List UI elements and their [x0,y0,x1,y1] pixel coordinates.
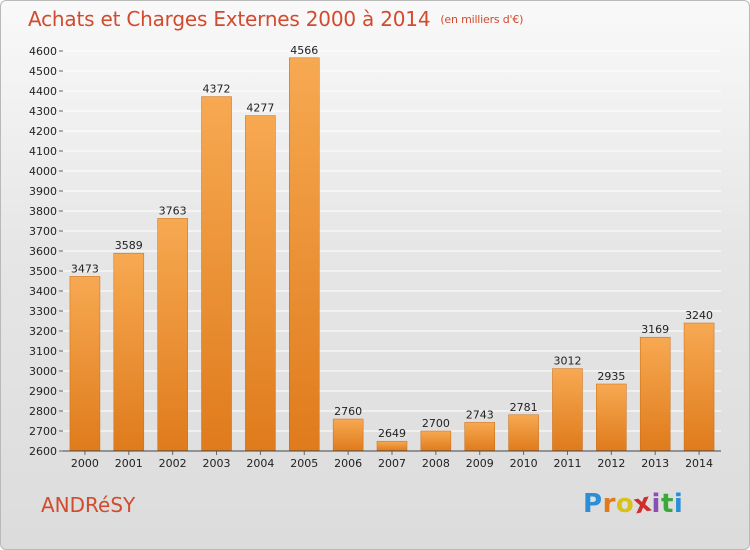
y-tick-label: 4000 [29,165,57,178]
y-tick-label: 3900 [29,185,57,198]
bar-2004 [245,115,276,452]
bar-2009 [464,422,495,452]
y-tick-label: 3700 [29,225,57,238]
x-tick-label-2012: 2012 [597,457,625,470]
value-label-2007: 2649 [378,427,406,440]
value-label-2003: 4372 [203,83,231,96]
x-tick-label-2000: 2000 [71,457,99,470]
x-tick-label-2002: 2002 [159,457,187,470]
logo-letter: i [651,489,661,519]
y-tick-label: 3600 [29,245,57,258]
y-tick-label: 4400 [29,85,57,98]
value-label-2010: 2781 [510,401,538,414]
x-tick-label-2010: 2010 [510,457,538,470]
logo-letter: i [673,489,684,519]
value-label-2012: 2935 [597,370,625,383]
y-tick-label: 3000 [29,365,57,378]
y-tick-label: 3100 [29,345,57,358]
x-tick-label-2005: 2005 [290,457,318,470]
y-tick-label: 4200 [29,125,57,138]
value-label-2004: 4277 [246,102,274,115]
logo-letter: P [583,489,603,519]
y-tick-label: 4300 [29,105,57,118]
y-tick-label: 3300 [29,305,57,318]
y-tick-label: 2600 [29,445,57,458]
value-label-2005: 4566 [290,44,318,57]
value-labels: 3473 3589 3763 4372 4277 4566 2760 2649 2700 2743… [71,44,713,440]
bar-2006 [332,418,364,452]
value-label-2006: 2760 [334,405,362,418]
logo-letter: r [602,489,616,519]
value-label-2014: 3240 [685,309,713,322]
bar-2008 [420,430,452,452]
bar-2002 [157,218,188,452]
y-tick-label: 2900 [29,385,57,398]
y-tick-label: 3500 [29,265,57,278]
value-label-2002: 3763 [159,204,187,217]
value-label-2009: 2743 [466,408,494,421]
y-tick-label: 4500 [29,65,57,78]
bar-2005 [289,57,320,452]
x-tick-label-2007: 2007 [378,457,406,470]
x-tick-label-2009: 2009 [466,457,494,470]
bar-2000 [69,276,101,452]
proxiti-logo: Proxiti [583,488,684,521]
y-axis-ticks: 2600 2700 2800 2900 3000 3100 3200 3300 3400 3500… [29,45,63,458]
x-tick-label-2006: 2006 [334,457,362,470]
x-tick-label-2001: 2001 [115,457,143,470]
x-tick-label-2013: 2013 [641,457,669,470]
bar-2014 [683,322,715,452]
y-tick-label: 2800 [29,405,57,418]
y-tick-label: 3200 [29,325,57,338]
value-label-2000: 3473 [71,262,99,275]
title-unit: (en milliers d'€) [440,13,524,26]
bar-2011 [552,368,583,452]
y-tick-label: 2700 [29,425,57,438]
y-tick-label: 3800 [29,205,57,218]
bar-2003 [201,96,232,452]
logo-letter: t [660,489,674,519]
commune-name: ANDRéSY [41,493,136,517]
bar-2012 [596,383,627,452]
bar-2007 [376,440,408,452]
x-tick-label-2003: 2003 [203,457,231,470]
value-label-2008: 2700 [422,417,450,430]
x-tick-label-2011: 2011 [553,457,581,470]
bar-2010 [508,414,539,452]
chart-title: Achats et Charges Externes 2000 à 2014 (e… [28,7,523,31]
x-tick-label-2004: 2004 [246,457,274,470]
y-tick-label: 4100 [29,145,57,158]
x-tick-label-2014: 2014 [685,457,713,470]
bar-2001 [113,252,145,452]
logo-letter: o [615,489,635,519]
value-label-2011: 3012 [553,355,581,368]
value-label-2013: 3169 [641,323,669,336]
bar-2013 [639,336,671,452]
value-label-2001: 3589 [115,239,143,252]
y-tick-label: 4600 [29,45,57,58]
x-tick-label-2008: 2008 [422,457,450,470]
bars [69,57,715,452]
x-axis-ticks: 2000 2001 2002 2003 2004 2005 2006 2007 2008 2009… [71,451,713,470]
y-tick-label: 3400 [29,285,57,298]
title-text: Achats et Charges Externes 2000 à 2014 [28,7,431,31]
